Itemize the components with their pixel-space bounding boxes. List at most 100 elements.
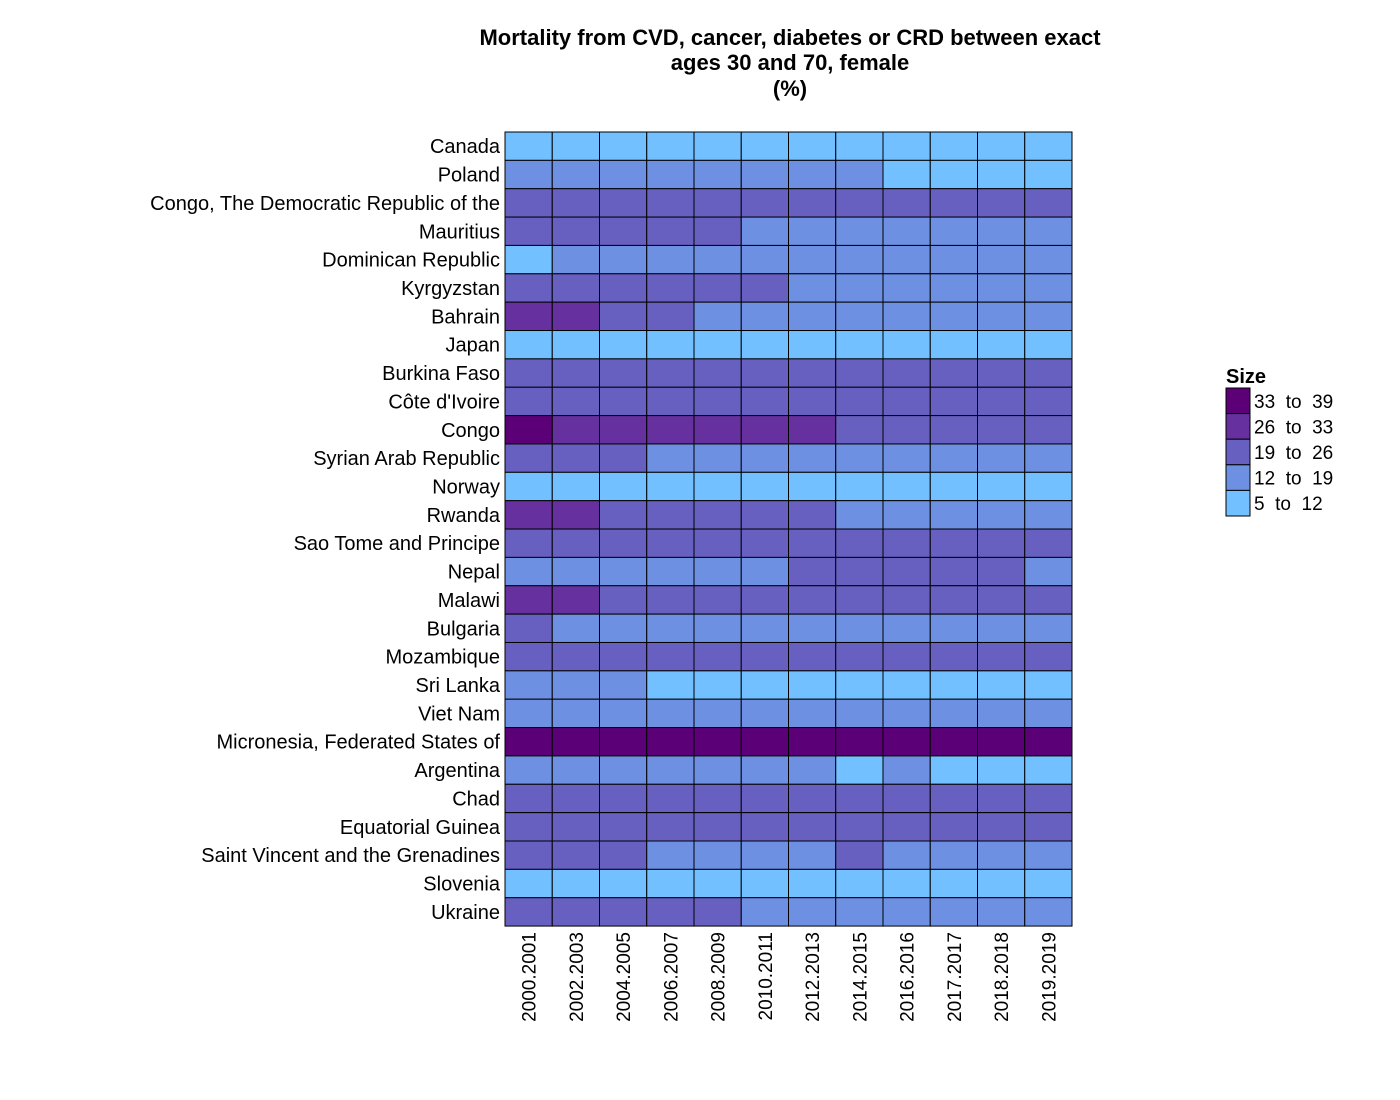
- heatmap-cell: [599, 443, 648, 473]
- heatmap-cell: [788, 556, 837, 587]
- heatmap-cell: [693, 159, 742, 190]
- heatmap-cell: [693, 727, 742, 757]
- heatmap-cell: [599, 358, 648, 388]
- heatmap-grid: [504, 131, 1073, 927]
- heatmap-cell: [1024, 727, 1073, 757]
- heatmap-cell: [788, 330, 837, 360]
- heatmap-cell: [882, 301, 931, 332]
- heatmap-cell: [740, 670, 789, 700]
- heatmap-cell: [551, 301, 600, 332]
- heatmap-cell: [977, 897, 1026, 927]
- heatmap-cell: [504, 500, 553, 530]
- heatmap-cell: [977, 783, 1026, 814]
- heatmap-cell: [551, 556, 600, 587]
- heatmap-cell: [929, 727, 978, 757]
- heatmap-cell: [882, 386, 931, 417]
- heatmap-cell: [882, 585, 931, 615]
- heatmap-cell: [977, 216, 1026, 246]
- heatmap-cell: [504, 755, 553, 785]
- row-label: Syrian Arab Republic: [313, 448, 500, 470]
- heatmap-cell: [835, 386, 884, 417]
- heatmap-cell: [882, 216, 931, 246]
- heatmap-cell: [929, 415, 978, 445]
- heatmap-cell: [788, 471, 837, 502]
- column-label: 2008.2009: [709, 932, 730, 1022]
- heatmap-cell: [551, 159, 600, 190]
- heatmap-cell: [788, 159, 837, 190]
- heatmap-cell: [1024, 386, 1073, 417]
- heatmap-cell: [646, 670, 695, 700]
- heatmap-cell: [599, 273, 648, 303]
- heatmap-cell: [551, 471, 600, 502]
- heatmap-cell: [646, 386, 695, 417]
- heatmap-cell: [740, 358, 789, 388]
- heatmap-cell: [646, 131, 695, 161]
- heatmap-cell: [693, 613, 742, 643]
- heatmap-cell: [977, 159, 1026, 190]
- heatmap-cell: [835, 500, 884, 530]
- heatmap-cell: [835, 528, 884, 558]
- heatmap-cell: [599, 386, 648, 417]
- heatmap-cell: [504, 358, 553, 388]
- heatmap-cell: [551, 812, 600, 842]
- heatmap-cell: [882, 897, 931, 927]
- heatmap-cell: [929, 897, 978, 927]
- heatmap-cell: [788, 670, 837, 700]
- heatmap-cell: [504, 868, 553, 899]
- heatmap-cell: [977, 613, 1026, 643]
- heatmap-cell: [929, 471, 978, 502]
- heatmap-cell: [693, 812, 742, 842]
- heatmap-cell: [740, 500, 789, 530]
- heatmap-cell: [646, 273, 695, 303]
- heatmap-cell: [646, 471, 695, 502]
- heatmap-cell: [504, 727, 553, 757]
- heatmap-cell: [929, 840, 978, 870]
- row-label: Bahrain: [431, 306, 500, 328]
- heatmap-cell: [646, 528, 695, 558]
- heatmap-cell: [835, 840, 884, 870]
- heatmap-cell: [882, 641, 931, 672]
- heatmap-cell: [929, 330, 978, 360]
- heatmap-cell: [551, 840, 600, 870]
- heatmap-cell: [788, 868, 837, 899]
- heatmap-cell: [646, 330, 695, 360]
- heatmap-cell: [788, 840, 837, 870]
- heatmap-cell: [646, 188, 695, 218]
- heatmap-cell: [740, 585, 789, 615]
- heatmap-cell: [882, 868, 931, 899]
- row-label: Japan: [446, 335, 501, 357]
- row-label: Ukraine: [431, 902, 500, 924]
- heatmap-cell: [882, 698, 931, 729]
- heatmap-cell: [1024, 613, 1073, 643]
- row-label: Micronesia, Federated States of: [217, 732, 501, 754]
- heatmap-cell: [646, 358, 695, 388]
- heatmap-cell: [929, 641, 978, 672]
- heatmap-cell: [929, 188, 978, 218]
- heatmap-cell: [1024, 698, 1073, 729]
- heatmap-cell: [1024, 415, 1073, 445]
- heatmap-cell: [740, 897, 789, 927]
- legend: Size 33 to 39 26 to 33 19 to 26 12 to 19 5 t…: [1225, 366, 1333, 517]
- heatmap-cell: [599, 301, 648, 332]
- heatmap-cell: [929, 755, 978, 785]
- heatmap-cell: [551, 188, 600, 218]
- heatmap-cell: [929, 358, 978, 388]
- heatmap-cell: [599, 755, 648, 785]
- chart-title-line-2: ages 30 and 70, female: [671, 50, 909, 75]
- row-label: Chad: [452, 788, 500, 810]
- heatmap-cell: [599, 216, 648, 246]
- heatmap-cell: [1024, 840, 1073, 870]
- heatmap-cell: [977, 330, 1026, 360]
- heatmap-cell: [835, 670, 884, 700]
- heatmap-cell: [835, 159, 884, 190]
- row-label: Kyrgyzstan: [401, 278, 500, 300]
- heatmap-cell: [504, 273, 553, 303]
- heatmap-cell: [1024, 783, 1073, 814]
- column-labels: 2000.2001 2002.2003 2004.2005 2006.2007 2008…: [520, 932, 1061, 1022]
- heatmap-cell: [599, 727, 648, 757]
- column-label: 2017.2017: [945, 932, 966, 1022]
- heatmap-cell: [693, 443, 742, 473]
- heatmap-cell: [882, 358, 931, 388]
- heatmap-cell: [599, 868, 648, 899]
- heatmap-cell: [646, 159, 695, 190]
